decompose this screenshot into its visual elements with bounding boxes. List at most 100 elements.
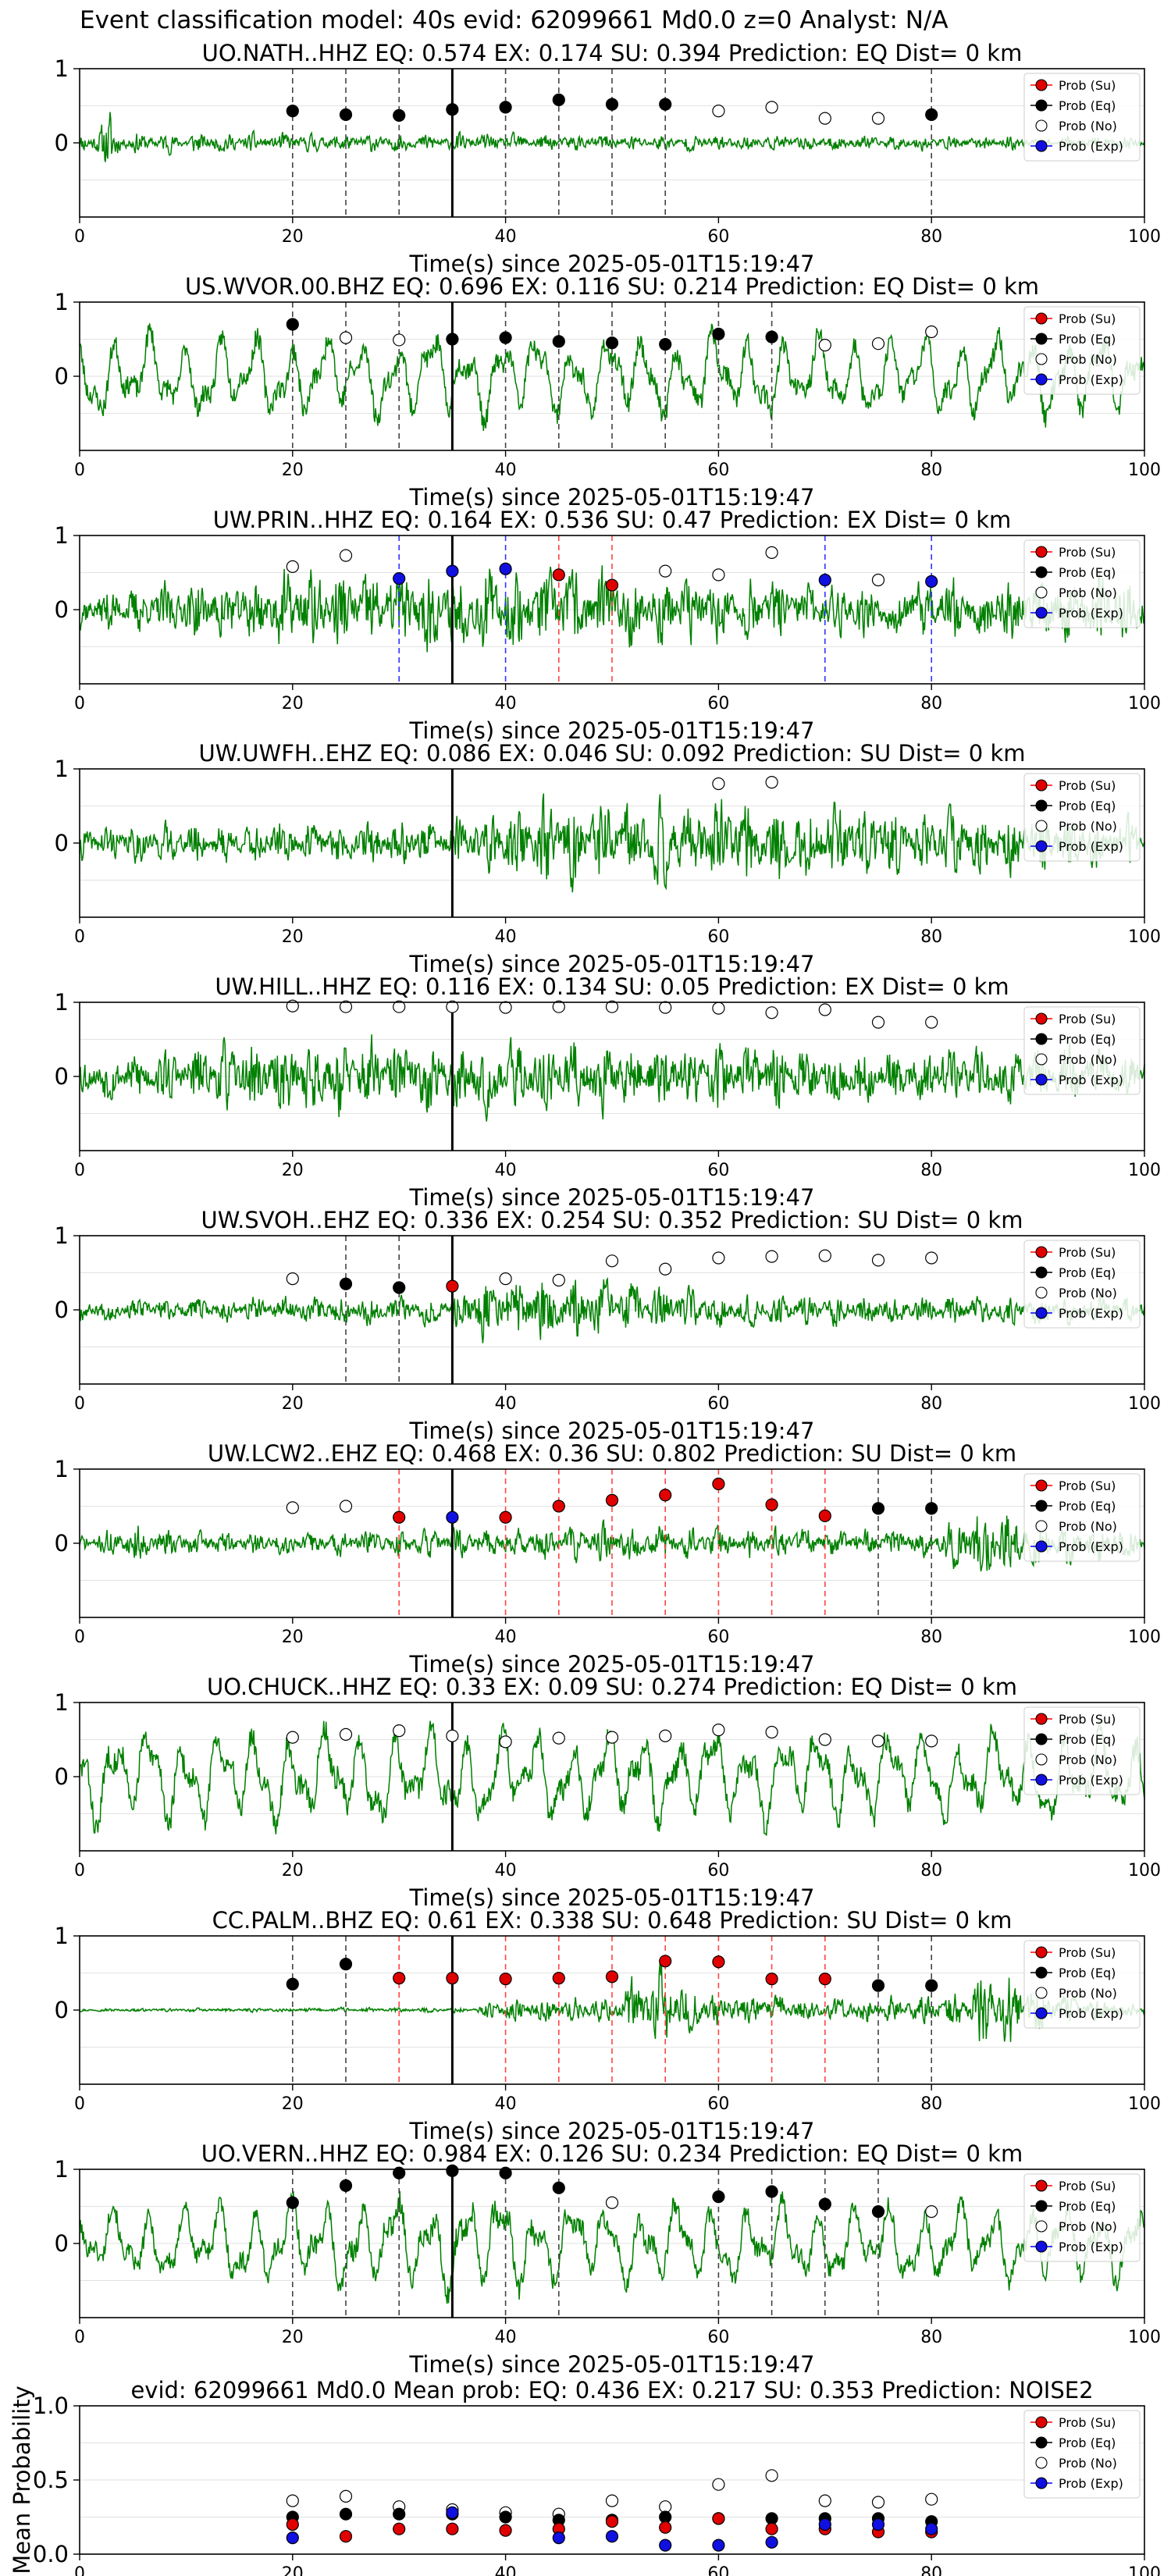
station-panel-2: US.WVOR.00.BHZ EQ: 0.696 EX: 0.116 SU: 0… <box>55 273 1161 511</box>
y-tick-label: 0 <box>55 363 69 390</box>
legend-label: Prob (No) <box>1059 1052 1117 1067</box>
legend-marker <box>1035 1479 1048 1492</box>
legend-marker <box>1035 1774 1048 1786</box>
legend-label: Prob (No) <box>1059 2456 1117 2471</box>
probability-point-no <box>871 112 885 125</box>
x-tick-label: 0 <box>74 927 85 947</box>
probability-point-eq <box>765 2185 778 2198</box>
legend: Prob (Su) Prob (Eq) Prob (No) Prob (Exp) <box>1023 1940 1141 2029</box>
probability-point-exp <box>871 2517 885 2532</box>
probability-point-no <box>765 1250 778 1263</box>
station-panel-4: UW.UWFH..EHZ EQ: 0.086 EX: 0.046 SU: 0.0… <box>55 740 1161 977</box>
x-tick-label: 40 <box>495 461 517 480</box>
probability-point-eq <box>339 1958 353 1971</box>
legend-box <box>1023 2410 1141 2499</box>
legend-box <box>1023 539 1141 628</box>
legend-marker <box>1035 1266 1048 1279</box>
legend-label: Prob (Su) <box>1059 2415 1116 2430</box>
legend-marker <box>1035 2007 1048 2019</box>
x-axis-label: Time(s) since 2025-05-01T15:19:47 <box>409 1418 815 1444</box>
probability-point-su <box>765 1498 778 1511</box>
probability-point-eq <box>552 93 565 107</box>
probability-point-no <box>339 331 353 344</box>
probability-point-no <box>818 2494 831 2507</box>
x-axis-label: Time(s) since 2025-05-01T15:19:47 <box>409 2351 815 2378</box>
panel-title: UW.HILL..HHZ EQ: 0.116 EX: 0.134 SU: 0.0… <box>215 973 1009 1000</box>
probability-point-eq <box>393 109 406 122</box>
legend-marker <box>1035 607 1048 619</box>
probability-point-exp <box>393 571 406 585</box>
waveform-trace <box>79 793 1145 893</box>
probability-point-no <box>925 1251 938 1265</box>
panel-title: UW.LCW2..EHZ EQ: 0.468 EX: 0.36 SU: 0.80… <box>208 1440 1016 1467</box>
x-tick-label: 60 <box>707 927 729 947</box>
probability-point-no <box>765 1006 778 1019</box>
legend-marker <box>1035 1753 1048 1766</box>
waveform-trace <box>79 1276 1145 1343</box>
legend-label: Prob (No) <box>1059 119 1117 133</box>
station-panel-8: UO.CHUCK..HHZ EQ: 0.33 EX: 0.09 SU: 0.27… <box>55 1674 1161 1911</box>
probability-point-no <box>765 1725 778 1739</box>
x-tick-label: 20 <box>282 1628 304 1647</box>
legend-label: Prob (Exp) <box>1059 372 1123 387</box>
x-axis-label: Time(s) since 2025-05-01T15:19:47 <box>409 251 815 277</box>
legend-marker <box>1035 312 1048 325</box>
probability-point-eq <box>446 333 459 346</box>
x-tick-label: 100 <box>1128 2328 1161 2347</box>
legend-marker <box>1035 799 1048 812</box>
probability-point-eq <box>499 2510 512 2524</box>
probability-point-eq <box>659 98 672 111</box>
legend-box <box>1023 1473 1141 1562</box>
x-tick-label: 20 <box>282 2564 304 2576</box>
x-tick-label: 60 <box>707 2328 729 2347</box>
x-tick-label: 60 <box>707 461 729 480</box>
legend-label: Prob (Exp) <box>1059 2476 1123 2491</box>
legend-label: Prob (Eq) <box>1059 565 1116 580</box>
station-panel-10: UO.VERN..HHZ EQ: 0.984 EX: 0.126 SU: 0.2… <box>55 2140 1161 2378</box>
y-tick-label: 1 <box>55 55 69 82</box>
probability-point-no <box>286 999 299 1012</box>
probability-point-no <box>712 1002 725 1015</box>
probability-point-no <box>871 1016 885 1029</box>
y-tick-label: 1 <box>55 1689 69 1716</box>
probability-point-eq <box>871 2205 885 2218</box>
y-tick-label: 0 <box>55 130 69 156</box>
legend-label: Prob (Eq) <box>1059 1499 1116 1514</box>
probability-point-su <box>818 1509 831 1522</box>
legend: Prob (Su) Prob (Eq) Prob (No) Prob (Exp) <box>1023 2173 1141 2262</box>
probability-point-su <box>339 2530 353 2543</box>
mean-probability-panel: evid: 62099661 Md0.0 Mean prob: EQ: 0.43… <box>9 2377 1161 2576</box>
legend-marker <box>1035 1540 1048 1553</box>
x-tick-label: 40 <box>495 227 517 247</box>
legend-marker <box>1035 353 1048 365</box>
probability-point-eq <box>712 2190 725 2204</box>
probability-point-eq <box>286 105 299 118</box>
x-axis-label: Time(s) since 2025-05-01T15:19:47 <box>409 717 815 744</box>
legend-marker <box>1035 1713 1048 1725</box>
x-tick-label: 100 <box>1128 1394 1161 1414</box>
probability-point-no <box>712 1251 725 1265</box>
probability-point-su <box>712 1955 725 1969</box>
y-tick-label: 1 <box>55 1923 69 1949</box>
probability-point-su <box>605 2515 619 2528</box>
legend-box <box>1023 2173 1141 2262</box>
y-tick-label: 1 <box>55 289 69 315</box>
x-tick-label: 80 <box>920 227 942 247</box>
y-tick-label: 1 <box>55 1456 69 1482</box>
probability-point-eq <box>605 336 619 350</box>
probability-point-su <box>393 1972 406 1985</box>
x-tick-label: 60 <box>707 1861 729 1880</box>
probability-point-exp <box>659 2539 672 2552</box>
probability-point-su <box>659 1489 672 1502</box>
legend-label: Prob (Su) <box>1059 1945 1116 1960</box>
probability-point-su <box>446 1279 459 1293</box>
probability-point-su <box>659 2521 672 2534</box>
legend: Prob (Su) Prob (Eq) Prob (No) Prob (Exp) <box>1023 306 1141 395</box>
y-tick-label: 1 <box>55 756 69 782</box>
station-panel-7: UW.LCW2..EHZ EQ: 0.468 EX: 0.36 SU: 0.80… <box>55 1440 1161 1678</box>
x-tick-label: 20 <box>282 2328 304 2347</box>
x-tick-label: 20 <box>282 927 304 947</box>
x-tick-label: 60 <box>707 227 729 247</box>
legend-label: Prob (Su) <box>1059 545 1116 560</box>
probability-point-no <box>393 1000 406 1013</box>
